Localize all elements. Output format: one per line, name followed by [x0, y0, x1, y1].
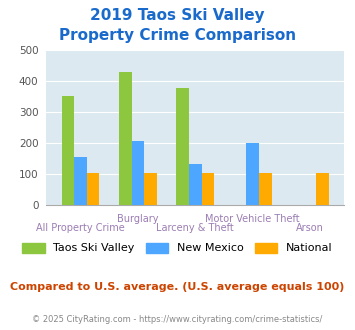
Bar — [316, 173, 329, 205]
Bar — [246, 144, 259, 205]
Text: Property Crime Comparison: Property Crime Comparison — [59, 28, 296, 43]
Bar — [202, 173, 214, 205]
Bar — [132, 141, 144, 205]
Bar — [87, 173, 99, 205]
Text: Compared to U.S. average. (U.S. average equals 100): Compared to U.S. average. (U.S. average … — [10, 282, 345, 292]
Bar — [259, 173, 272, 205]
Bar — [189, 164, 202, 205]
Text: Larceny & Theft: Larceny & Theft — [156, 223, 234, 233]
Text: © 2025 CityRating.com - https://www.cityrating.com/crime-statistics/: © 2025 CityRating.com - https://www.city… — [32, 315, 323, 324]
Text: 2019 Taos Ski Valley: 2019 Taos Ski Valley — [90, 8, 265, 23]
Bar — [119, 72, 132, 205]
Bar — [62, 96, 74, 205]
Text: Arson: Arson — [296, 223, 324, 233]
Bar — [176, 88, 189, 205]
Bar — [74, 157, 87, 205]
Legend: Taos Ski Valley, New Mexico, National: Taos Ski Valley, New Mexico, National — [18, 238, 337, 258]
Text: Burglary: Burglary — [117, 214, 159, 224]
Text: Motor Vehicle Theft: Motor Vehicle Theft — [205, 214, 300, 224]
Bar — [144, 173, 157, 205]
Text: All Property Crime: All Property Crime — [36, 223, 125, 233]
